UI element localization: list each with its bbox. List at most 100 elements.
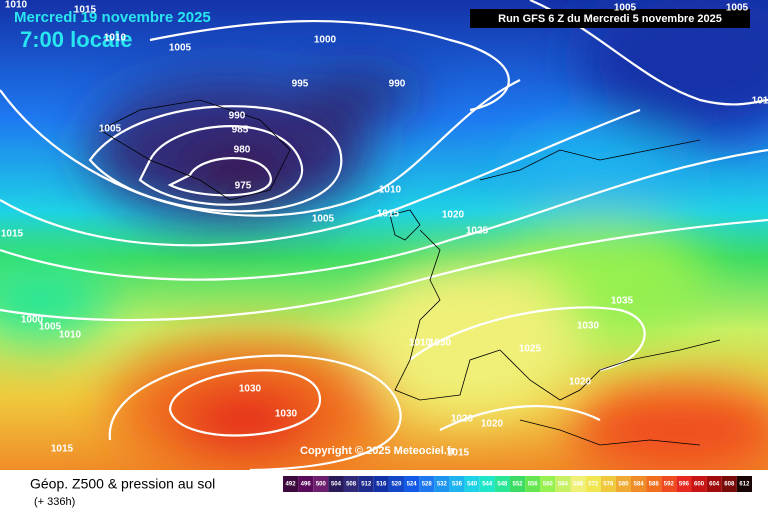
footer-subtitle: (+ 336h) bbox=[34, 496, 75, 508]
scale-label: 572 bbox=[588, 482, 599, 488]
scale-cell bbox=[283, 476, 299, 492]
isobar-label: 975 bbox=[235, 181, 252, 192]
scale-label: 604 bbox=[709, 482, 720, 488]
scale-label: 532 bbox=[437, 482, 448, 488]
isobar-label: 1030 bbox=[577, 321, 600, 332]
isobar-label: 990 bbox=[389, 79, 406, 90]
isobar-label: 1020 bbox=[451, 414, 474, 425]
scale-label: 536 bbox=[452, 482, 463, 488]
isobar-label: 1015 bbox=[447, 448, 470, 459]
isobar-label: 1010 bbox=[379, 185, 402, 196]
isobar-label: 1030 bbox=[275, 409, 298, 420]
isobar-label: 1020 bbox=[481, 419, 504, 430]
scale-label: 504 bbox=[331, 482, 342, 488]
isobar-label: 1005 bbox=[312, 214, 335, 225]
isobar-label: 1015 bbox=[377, 209, 400, 220]
scale-cell bbox=[615, 476, 631, 492]
scale-cell bbox=[646, 476, 662, 492]
scale-cell bbox=[600, 476, 616, 492]
forecast-date: Mercredi 19 novembre 2025 bbox=[14, 9, 211, 26]
scale-cell bbox=[630, 476, 647, 492]
isobar-lines bbox=[0, 0, 768, 470]
isobar-label: 1010 bbox=[59, 330, 82, 341]
scale-cell bbox=[570, 476, 586, 492]
isobar-label: 1010 bbox=[104, 33, 127, 44]
isobar-label: 990 bbox=[229, 111, 246, 122]
scale-label: 608 bbox=[724, 482, 735, 488]
scale-cell bbox=[404, 476, 420, 492]
scale-cell bbox=[388, 476, 405, 492]
isobar-label: 1015 bbox=[74, 5, 97, 16]
scale-label: 500 bbox=[316, 482, 327, 488]
isobar-label: 1025 bbox=[466, 226, 489, 237]
scale-cell bbox=[298, 476, 314, 492]
scale-cell bbox=[479, 476, 495, 492]
isobar-label: 980 bbox=[234, 145, 251, 156]
color-scale: 492 496 500 504 508 512 516 520 524 528 532 536 540 5… bbox=[283, 476, 752, 492]
isobar-label: 1020 bbox=[442, 210, 465, 221]
scale-cell bbox=[721, 476, 737, 492]
scale-cell bbox=[494, 476, 510, 492]
scale-cell bbox=[313, 476, 329, 492]
isobar-label: 1005 bbox=[39, 322, 62, 333]
scale-cell bbox=[419, 476, 435, 492]
scale-label: 584 bbox=[634, 482, 645, 488]
scale-label: 576 bbox=[603, 482, 614, 488]
isobar-label: 1020 bbox=[569, 377, 592, 388]
scale-cell bbox=[585, 476, 601, 492]
scale-label: 544 bbox=[482, 482, 493, 488]
forecast-time: 7:00 locale bbox=[20, 27, 133, 52]
scale-cell bbox=[676, 476, 692, 492]
scale-label: 520 bbox=[391, 482, 402, 488]
copyright: Copyright © 2025 Meteociel.fr bbox=[300, 445, 456, 457]
scale-cell bbox=[736, 476, 752, 492]
isobar-label: 985 bbox=[232, 125, 249, 136]
scale-cell bbox=[358, 476, 374, 492]
scale-label: 548 bbox=[497, 482, 508, 488]
isobar-label: 1010 bbox=[409, 338, 432, 349]
isobar-label: 1000 bbox=[314, 35, 337, 46]
scale-label: 596 bbox=[679, 482, 690, 488]
scale-label: 540 bbox=[467, 482, 478, 488]
isobar-label: 1015 bbox=[1, 229, 24, 240]
scale-label: 516 bbox=[376, 482, 387, 488]
isobar-label: 1005 bbox=[614, 3, 637, 14]
scale-cell bbox=[525, 476, 541, 492]
scale-label: 512 bbox=[361, 482, 372, 488]
footer-title: Géop. Z500 & pression au sol bbox=[30, 476, 215, 492]
scale-label: 492 bbox=[286, 482, 297, 488]
scale-cell bbox=[691, 476, 707, 492]
scale-cell bbox=[434, 476, 450, 492]
isobar-label: 1025 bbox=[519, 344, 542, 355]
scale-label: 612 bbox=[739, 482, 750, 488]
isobar-label: 1010 bbox=[5, 0, 28, 11]
scale-label: 508 bbox=[346, 482, 357, 488]
scale-label: 568 bbox=[573, 482, 584, 488]
scale-cell bbox=[509, 476, 526, 492]
scale-cell bbox=[449, 476, 465, 492]
scale-label: 600 bbox=[694, 482, 705, 488]
scale-label: 564 bbox=[558, 482, 569, 488]
scale-label: 496 bbox=[301, 482, 312, 488]
scale-label: 528 bbox=[422, 482, 433, 488]
scale-label: 556 bbox=[528, 482, 539, 488]
isobar-label: 995 bbox=[292, 79, 309, 90]
scale-label: 560 bbox=[543, 482, 554, 488]
coastlines bbox=[99, 99, 721, 446]
scale-cell bbox=[464, 476, 480, 492]
isobar-label: 1030 bbox=[429, 338, 452, 349]
isobar-label: 1030 bbox=[239, 384, 262, 395]
scale-cell bbox=[540, 476, 556, 492]
scale-cell bbox=[373, 476, 389, 492]
scale-label: 588 bbox=[649, 482, 660, 488]
isobar-label: 1000 bbox=[21, 315, 44, 326]
isobar-label: 1035 bbox=[611, 296, 634, 307]
scale-label: 580 bbox=[618, 482, 629, 488]
isobar-label: 1005 bbox=[726, 3, 749, 14]
run-info: Run GFS 6 Z du Mercredi 5 novembre 2025 bbox=[498, 13, 722, 25]
scale-cell bbox=[706, 476, 722, 492]
isobar-label: 1005 bbox=[169, 43, 192, 54]
